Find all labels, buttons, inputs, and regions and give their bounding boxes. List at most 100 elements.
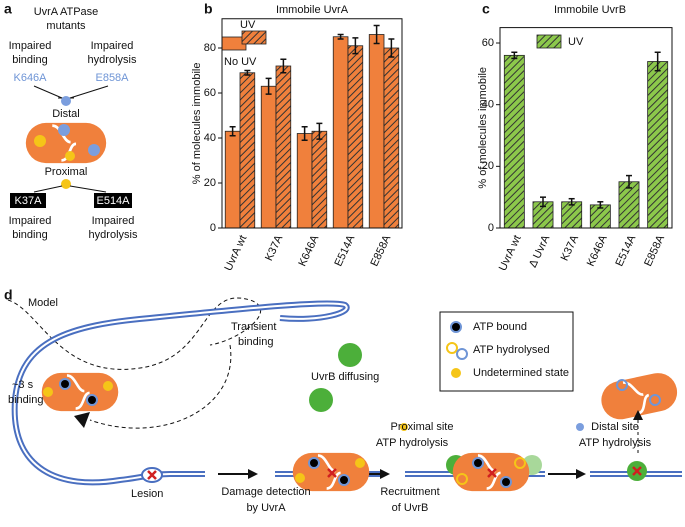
error-bar (511, 51, 518, 60)
error-bar (229, 126, 236, 137)
bar (224, 130, 241, 229)
bar (296, 133, 313, 229)
inhibit-line (33, 185, 107, 193)
site (400, 423, 408, 431)
legend-symbol (450, 321, 462, 333)
heading: UvrA ATPase mutants (34, 6, 99, 32)
bar (347, 45, 364, 229)
panel-label: c (482, 1, 490, 17)
atp (616, 379, 628, 391)
legend-label: No UV (224, 56, 257, 68)
mutant: E858A (95, 72, 129, 84)
bar (332, 36, 349, 229)
atp (295, 473, 305, 483)
atp (649, 394, 661, 406)
x-tick-label: UvrA wt (222, 233, 249, 272)
y-tick-label: 20 (482, 160, 494, 172)
label: Damage detection by UvrA (221, 486, 310, 514)
x-tick-label: K37A (263, 233, 286, 263)
x-tick-label: K646A (297, 233, 322, 269)
y-tick-label: 40 (204, 132, 216, 144)
label: Impaired binding (9, 215, 52, 241)
atp (456, 473, 468, 485)
x-tick-label: E514A (614, 233, 639, 269)
legend-swatch (536, 34, 562, 49)
lesion-mark (327, 468, 337, 478)
atp (338, 474, 350, 486)
label: ~3 s binding (8, 379, 43, 406)
site (34, 135, 46, 147)
error-bar (265, 77, 272, 95)
label: Transient binding (231, 321, 276, 348)
bar (311, 130, 328, 229)
label: Distal site ATP hydrolysis (579, 421, 652, 449)
error-bar (316, 122, 323, 140)
y-tick-label: 0 (488, 222, 494, 234)
atp (103, 381, 113, 391)
mutant: K37A (15, 195, 43, 207)
label: Distal (52, 108, 80, 120)
legend-label: ATP bound (473, 321, 527, 333)
error-bar (373, 24, 380, 45)
error-bar (568, 197, 575, 206)
bar (383, 47, 400, 229)
uvra (40, 372, 120, 412)
x-tick-label: K37A (559, 233, 582, 263)
label: Impaired hydrolysis (88, 40, 137, 66)
arrowhead (576, 469, 586, 479)
y-tick-label: 80 (204, 42, 216, 54)
y-tick-label: 0 (210, 222, 216, 234)
site (576, 423, 584, 431)
label: Lesion (131, 488, 163, 500)
legend-symbol (451, 368, 461, 378)
chart-title: Immobile UvrA (276, 4, 349, 16)
site (65, 151, 75, 161)
arrowhead (633, 410, 643, 420)
error-bar (280, 58, 287, 74)
inhibit-line (33, 85, 109, 99)
site (61, 179, 71, 189)
label: Proximal site ATP hydrolysis (376, 421, 454, 449)
y-tick-label: 60 (204, 87, 216, 99)
x-tick-label: Δ UvrA (527, 233, 553, 270)
label: Model (28, 297, 58, 309)
atp (355, 458, 365, 468)
legend-label: UV (240, 19, 256, 31)
lesion-mark (632, 466, 642, 476)
bar (368, 34, 385, 229)
atp (86, 394, 98, 406)
error-bar (301, 126, 308, 141)
site (88, 144, 100, 156)
error-bar (337, 33, 344, 40)
atp (43, 387, 53, 397)
x-tick-label: UvrA wt (497, 233, 524, 272)
atp (59, 378, 71, 390)
uvrb (338, 343, 362, 367)
lesion-mark (147, 470, 157, 480)
error-bar (626, 174, 632, 189)
label: Proximal (45, 166, 88, 178)
legend-label: Undetermined state (473, 367, 569, 379)
arrowhead (74, 412, 90, 428)
uvrb (309, 388, 333, 412)
x-tick-label: E858A (642, 233, 667, 269)
bar (275, 65, 292, 229)
legend-label: UV (568, 36, 584, 48)
label: Impaired binding (9, 40, 52, 66)
bar (561, 201, 583, 229)
atp (308, 457, 320, 469)
y-tick-label: 20 (204, 177, 216, 189)
error-bar (388, 38, 395, 58)
panel-label: d (4, 287, 13, 303)
label: UvrB diffusing (311, 371, 379, 383)
plot-frame (499, 27, 673, 229)
error-bar (654, 51, 661, 72)
bar (239, 72, 256, 229)
chart-title: Immobile UvrB (554, 4, 626, 16)
mutant: K646A (13, 72, 47, 84)
label: Recruitment of UvrB (380, 486, 439, 514)
plot-frame (221, 18, 403, 229)
trajectory (89, 344, 232, 429)
arrowhead (248, 469, 258, 479)
